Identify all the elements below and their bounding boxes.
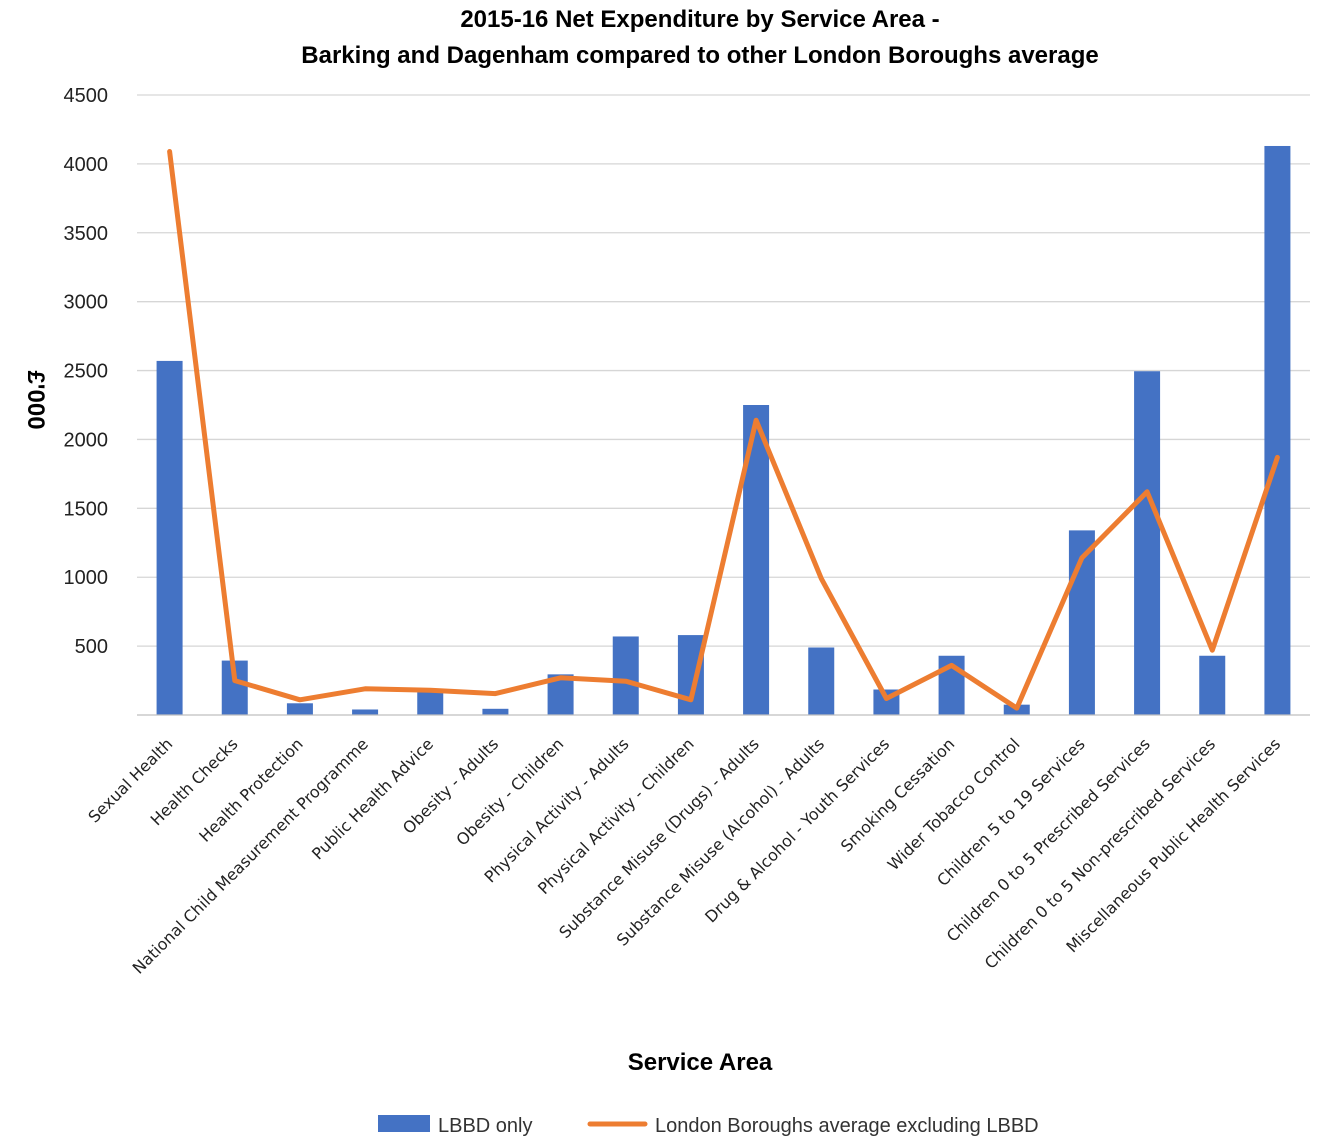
x-tick-label: Smoking Cessation [837,734,958,855]
y-tick-label: 3000 [64,292,109,314]
bar [352,709,379,715]
y-tick-label: 2000 [64,429,109,451]
chart-title: 2015-16 Net Expenditure by Service Area … [301,6,1098,69]
bar [1264,145,1291,715]
legend-label-lbbd: LBBD only [438,1115,533,1137]
x-tick-label: Children 0 to 5 Non-prescribed Services [981,734,1219,972]
x-tick-label: Wider Tobacco Control [884,734,1024,874]
bar-series-lbbd [156,145,1291,715]
y-tick-label: 3500 [64,223,109,245]
x-axis-title: Service Area [628,1049,773,1076]
x-tick-label: National Child Measurement Programme [129,734,372,977]
bar [286,703,313,715]
y-tick-label: 2500 [64,361,109,383]
bar [808,647,835,715]
bar [612,636,639,715]
bar [1134,371,1161,715]
gridlines [137,94,1310,647]
chart-title-line-2: Barking and Dagenham compared to other L… [301,42,1098,69]
legend: LBBD only London Boroughs average exclud… [378,1115,1039,1137]
legend-swatch-lbbd [378,1115,430,1132]
y-tick-label: 4500 [64,85,109,107]
bar [156,360,183,715]
y-tick-label: 500 [75,636,108,658]
x-tick-label: Public Health Advice [308,734,437,863]
chart-title-line-1: 2015-16 Net Expenditure by Service Area … [460,6,939,33]
bar [482,708,509,715]
y-tick-label: 1500 [64,498,109,520]
bar [677,635,704,715]
bar [417,691,444,715]
y-tick-label: 4000 [64,154,109,176]
x-tick-label: Obesity - Children [452,734,567,849]
y-axis-ticks: 500 1000 1500 2000 2500 3000 3500 4000 4500 [64,85,109,658]
line-series-london-average [167,149,1280,711]
bar [1199,655,1226,715]
legend-label-london-average: London Boroughs average excluding LBBD [655,1115,1039,1137]
series-line [167,149,1280,711]
y-axis-title: £'000 [22,370,49,429]
y-tick-label: 1000 [64,567,109,589]
